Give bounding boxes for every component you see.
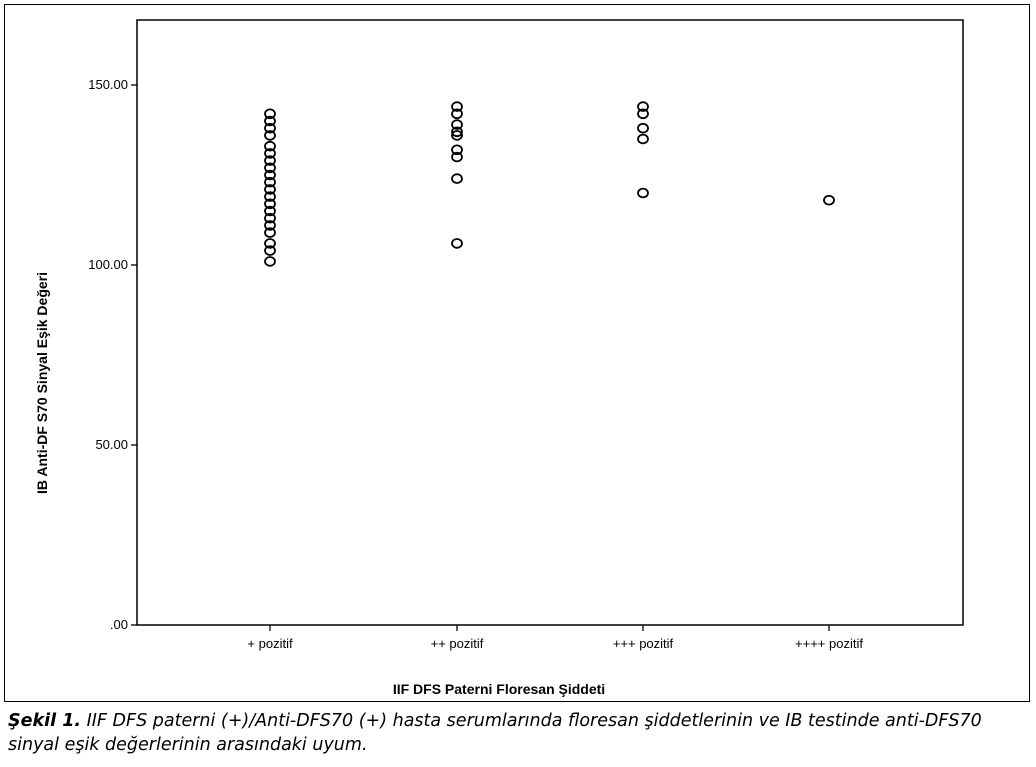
data-point [264,245,276,256]
data-point [264,238,276,249]
data-point [451,238,463,249]
data-point [264,176,276,188]
data-point [637,108,649,120]
data-point [264,220,276,231]
figure-caption: Şekil 1. IIF DFS paterni (+)/Anti-DFS70 … [8,709,1032,757]
data-point [637,122,649,134]
data-point [451,144,463,156]
y-axis: .00 50.00 100.00 150.00 [88,77,137,632]
data-point [451,119,463,130]
data-point [823,194,835,206]
data-point [451,126,463,138]
data-point [451,173,463,184]
data-point [264,115,276,127]
data-points [264,101,835,267]
data-point [264,205,276,217]
data-point [264,122,276,134]
caption-text: IIF DFS paterni (+)/Anti-DFS70 (+) hasta… [8,711,982,755]
data-point [264,130,276,141]
data-point [264,198,276,210]
x-tick-label: ++ pozitif [431,636,484,651]
data-point [264,191,276,202]
x-tick-label: +++ pozitif [613,636,674,651]
y-tick-label: 100.00 [88,257,128,272]
data-point [451,151,463,163]
data-point [637,101,649,112]
figure-frame [4,4,1030,702]
data-point [264,169,276,181]
data-point [451,101,463,112]
data-point [264,148,276,159]
data-point [264,108,276,120]
data-point [264,184,276,195]
caption-label: Şekil 1. [8,711,82,731]
y-tick-label: 150.00 [88,77,128,92]
x-tick-label: + pozitif [247,636,293,651]
data-point [264,227,276,238]
y-tick-label: 50.00 [95,437,128,452]
y-axis-title: IB Anti-DF S70 Sinyal Eşik Değeri [34,272,50,494]
scatter-chart: .00 50.00 100.00 150.00 + pozitif ++ pozitif… [34,19,964,697]
data-point [451,108,463,120]
data-point [264,212,276,224]
data-point [264,162,276,174]
y-tick-label: .00 [110,617,128,632]
data-point [451,130,463,141]
data-point [264,155,276,166]
data-point [637,187,649,199]
data-point [264,256,276,267]
data-point [264,140,276,152]
x-axis-title: IIF DFS Paterni Floresan Şiddeti [393,681,605,697]
x-axis: + pozitif ++ pozitif +++ pozitif ++++ pozit… [247,625,863,651]
plot-area [136,19,964,626]
data-point [637,133,649,145]
x-tick-label: ++++ pozitif [795,636,863,651]
